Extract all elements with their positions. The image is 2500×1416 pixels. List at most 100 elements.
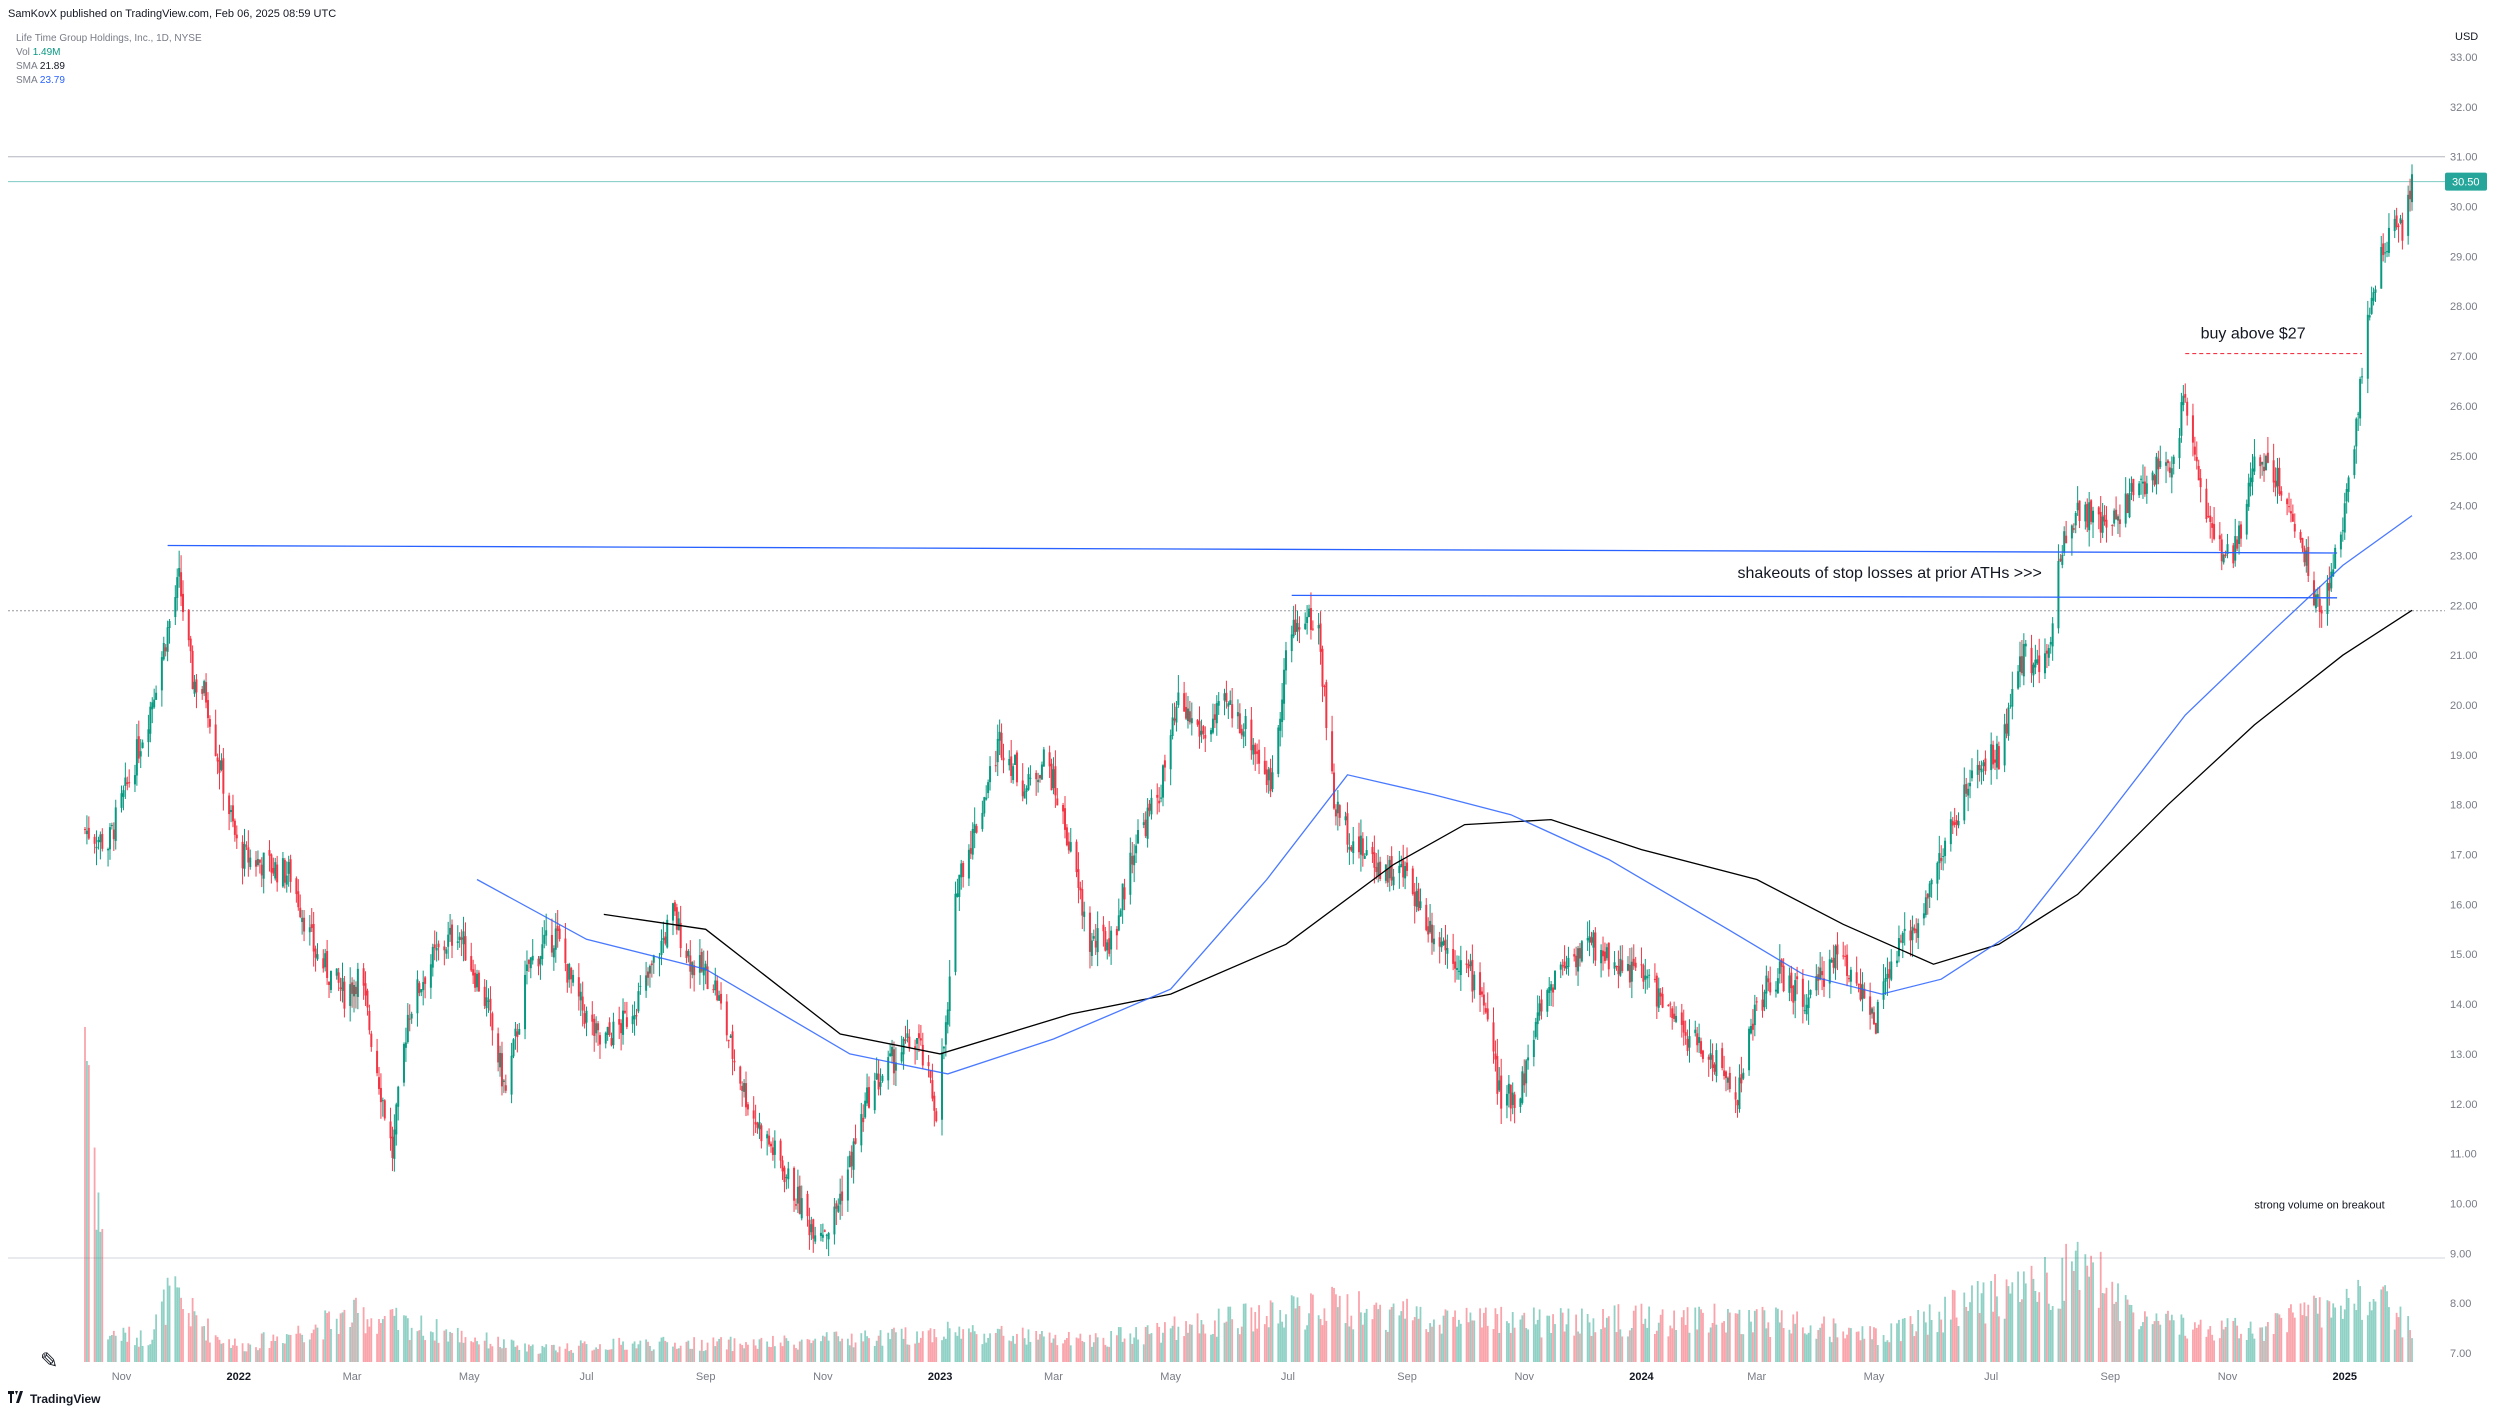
volume-bar (2343, 1309, 2346, 1362)
volume-bar (1740, 1334, 1743, 1362)
candle-body (1519, 1098, 1522, 1107)
candle-body (2343, 503, 2346, 533)
volume-bar (1944, 1296, 1946, 1362)
candle-body (1025, 788, 1028, 792)
candle-body (1492, 1022, 1495, 1052)
candle-body (1069, 842, 1072, 852)
candle-body (1200, 730, 1203, 735)
candle-body (1792, 985, 1795, 1003)
volume-bar (1267, 1327, 1270, 1362)
volume-bar (2315, 1298, 2317, 1362)
volume-bar (2074, 1250, 2077, 1362)
candle-body (1830, 959, 1833, 963)
volume-bar (1738, 1309, 1741, 1362)
volume-bar (1064, 1339, 1066, 1362)
candle-body (819, 1232, 822, 1236)
candle-body (867, 1087, 870, 1108)
volume-bar (664, 1340, 667, 1362)
candle-body (2289, 511, 2292, 514)
candle-body (497, 1033, 500, 1063)
candle-body (798, 1185, 801, 1214)
candle-body (1655, 975, 1658, 1007)
candle-body (1694, 1029, 1697, 1034)
volume-bar (935, 1337, 938, 1362)
candle-body (141, 742, 144, 748)
volume-bar (1213, 1320, 1216, 1362)
volume-bar (166, 1277, 169, 1362)
candle-body (1871, 1008, 1874, 1014)
volume-bar (1135, 1327, 1137, 1362)
volume-bar (1498, 1332, 1501, 1362)
candle-body (946, 1009, 949, 1025)
candle-body (2166, 460, 2169, 464)
y-tick-label: 21.00 (2450, 650, 2478, 662)
candle-body (1657, 988, 1660, 1008)
candle-body (518, 1028, 521, 1035)
candle-body (1863, 988, 1866, 999)
candle-body (633, 1015, 636, 1020)
candle-body (1417, 888, 1420, 911)
volume-bar (2105, 1287, 2108, 1362)
candle-body (107, 849, 110, 851)
candle-body (1344, 816, 1347, 821)
volume-bar (134, 1345, 136, 1362)
volume-bar (2247, 1328, 2250, 1362)
candle-body (1306, 616, 1309, 624)
volume-bar (1896, 1323, 1898, 1362)
volume-bar (499, 1347, 501, 1362)
volume-bar (854, 1342, 857, 1362)
volume-bar (2063, 1300, 2066, 1362)
candle-body (2084, 504, 2087, 522)
candle-body (1062, 804, 1065, 812)
volume-bar (435, 1319, 438, 1362)
volume-bar (2261, 1327, 2264, 1362)
volume-bar (773, 1346, 776, 1362)
candle-body (564, 938, 567, 964)
candle-body (362, 968, 365, 986)
candle-body (1108, 938, 1111, 954)
volume-bar (1037, 1339, 1039, 1362)
last-price-tag (2445, 172, 2487, 191)
candle-body (108, 827, 111, 850)
candle-body (1942, 856, 1945, 858)
volume-bar (1586, 1313, 1589, 1362)
candle-body (1575, 955, 1578, 968)
candle-body (879, 1082, 882, 1087)
volume-bar (1352, 1329, 1355, 1362)
candle-body (1659, 992, 1662, 997)
volume-bar (247, 1343, 250, 1362)
candle-body (231, 805, 234, 822)
candle-body (1000, 732, 1003, 758)
candle-body (1861, 984, 1864, 1000)
candle-body (591, 1014, 594, 1022)
volume-bar (310, 1333, 313, 1362)
candle-body (754, 1121, 757, 1125)
candle-body (147, 729, 150, 743)
volume-bar (839, 1341, 842, 1362)
candle-body (303, 917, 306, 932)
candle-body (2017, 671, 2020, 689)
volume-bar (193, 1311, 196, 1362)
volume-bar (1148, 1334, 1151, 1362)
sma-fast-line (476, 515, 2413, 1075)
candle-body (1256, 751, 1259, 754)
volume-bar (800, 1339, 803, 1362)
candle-body (1469, 961, 1472, 967)
volume-bar (1169, 1328, 1172, 1362)
candle-body (1359, 835, 1362, 855)
volume-bar (1204, 1333, 1207, 1362)
volume-bar (1627, 1336, 1629, 1362)
volume-bar (489, 1343, 492, 1362)
candle-body (2065, 535, 2068, 544)
candle-body (727, 1040, 730, 1042)
volume-bar (1527, 1329, 1529, 1362)
candle-body (1888, 969, 1891, 978)
candle-body (153, 699, 156, 708)
candle-body (1899, 940, 1902, 942)
volume-bar (1563, 1331, 1566, 1362)
volume-bar (1250, 1307, 1253, 1362)
candle-body (1290, 634, 1293, 652)
candle-body (2355, 418, 2358, 447)
volume-bar (84, 1026, 86, 1362)
